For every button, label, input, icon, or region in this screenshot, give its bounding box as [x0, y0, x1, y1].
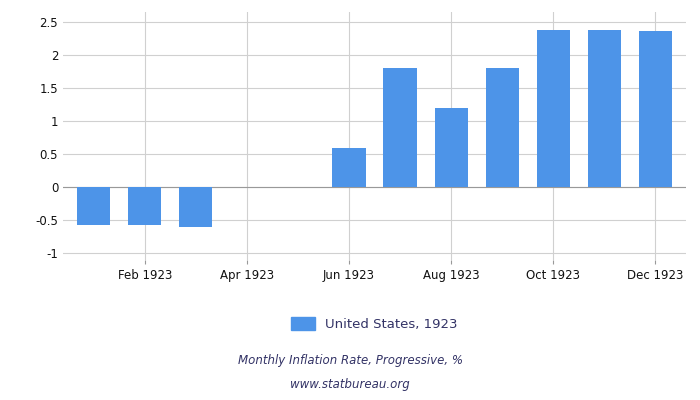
Legend: United States, 1923: United States, 1923 — [286, 311, 463, 336]
Bar — [128, 187, 161, 225]
Bar — [179, 187, 212, 227]
Text: www.statbureau.org: www.statbureau.org — [290, 378, 410, 391]
Bar — [77, 187, 110, 225]
Bar — [639, 30, 672, 187]
Bar — [486, 68, 519, 187]
Bar — [332, 148, 365, 187]
Bar — [435, 108, 468, 187]
Bar — [588, 30, 621, 187]
Text: Monthly Inflation Rate, Progressive, %: Monthly Inflation Rate, Progressive, % — [237, 354, 463, 367]
Bar — [537, 30, 570, 187]
Bar — [384, 68, 416, 187]
